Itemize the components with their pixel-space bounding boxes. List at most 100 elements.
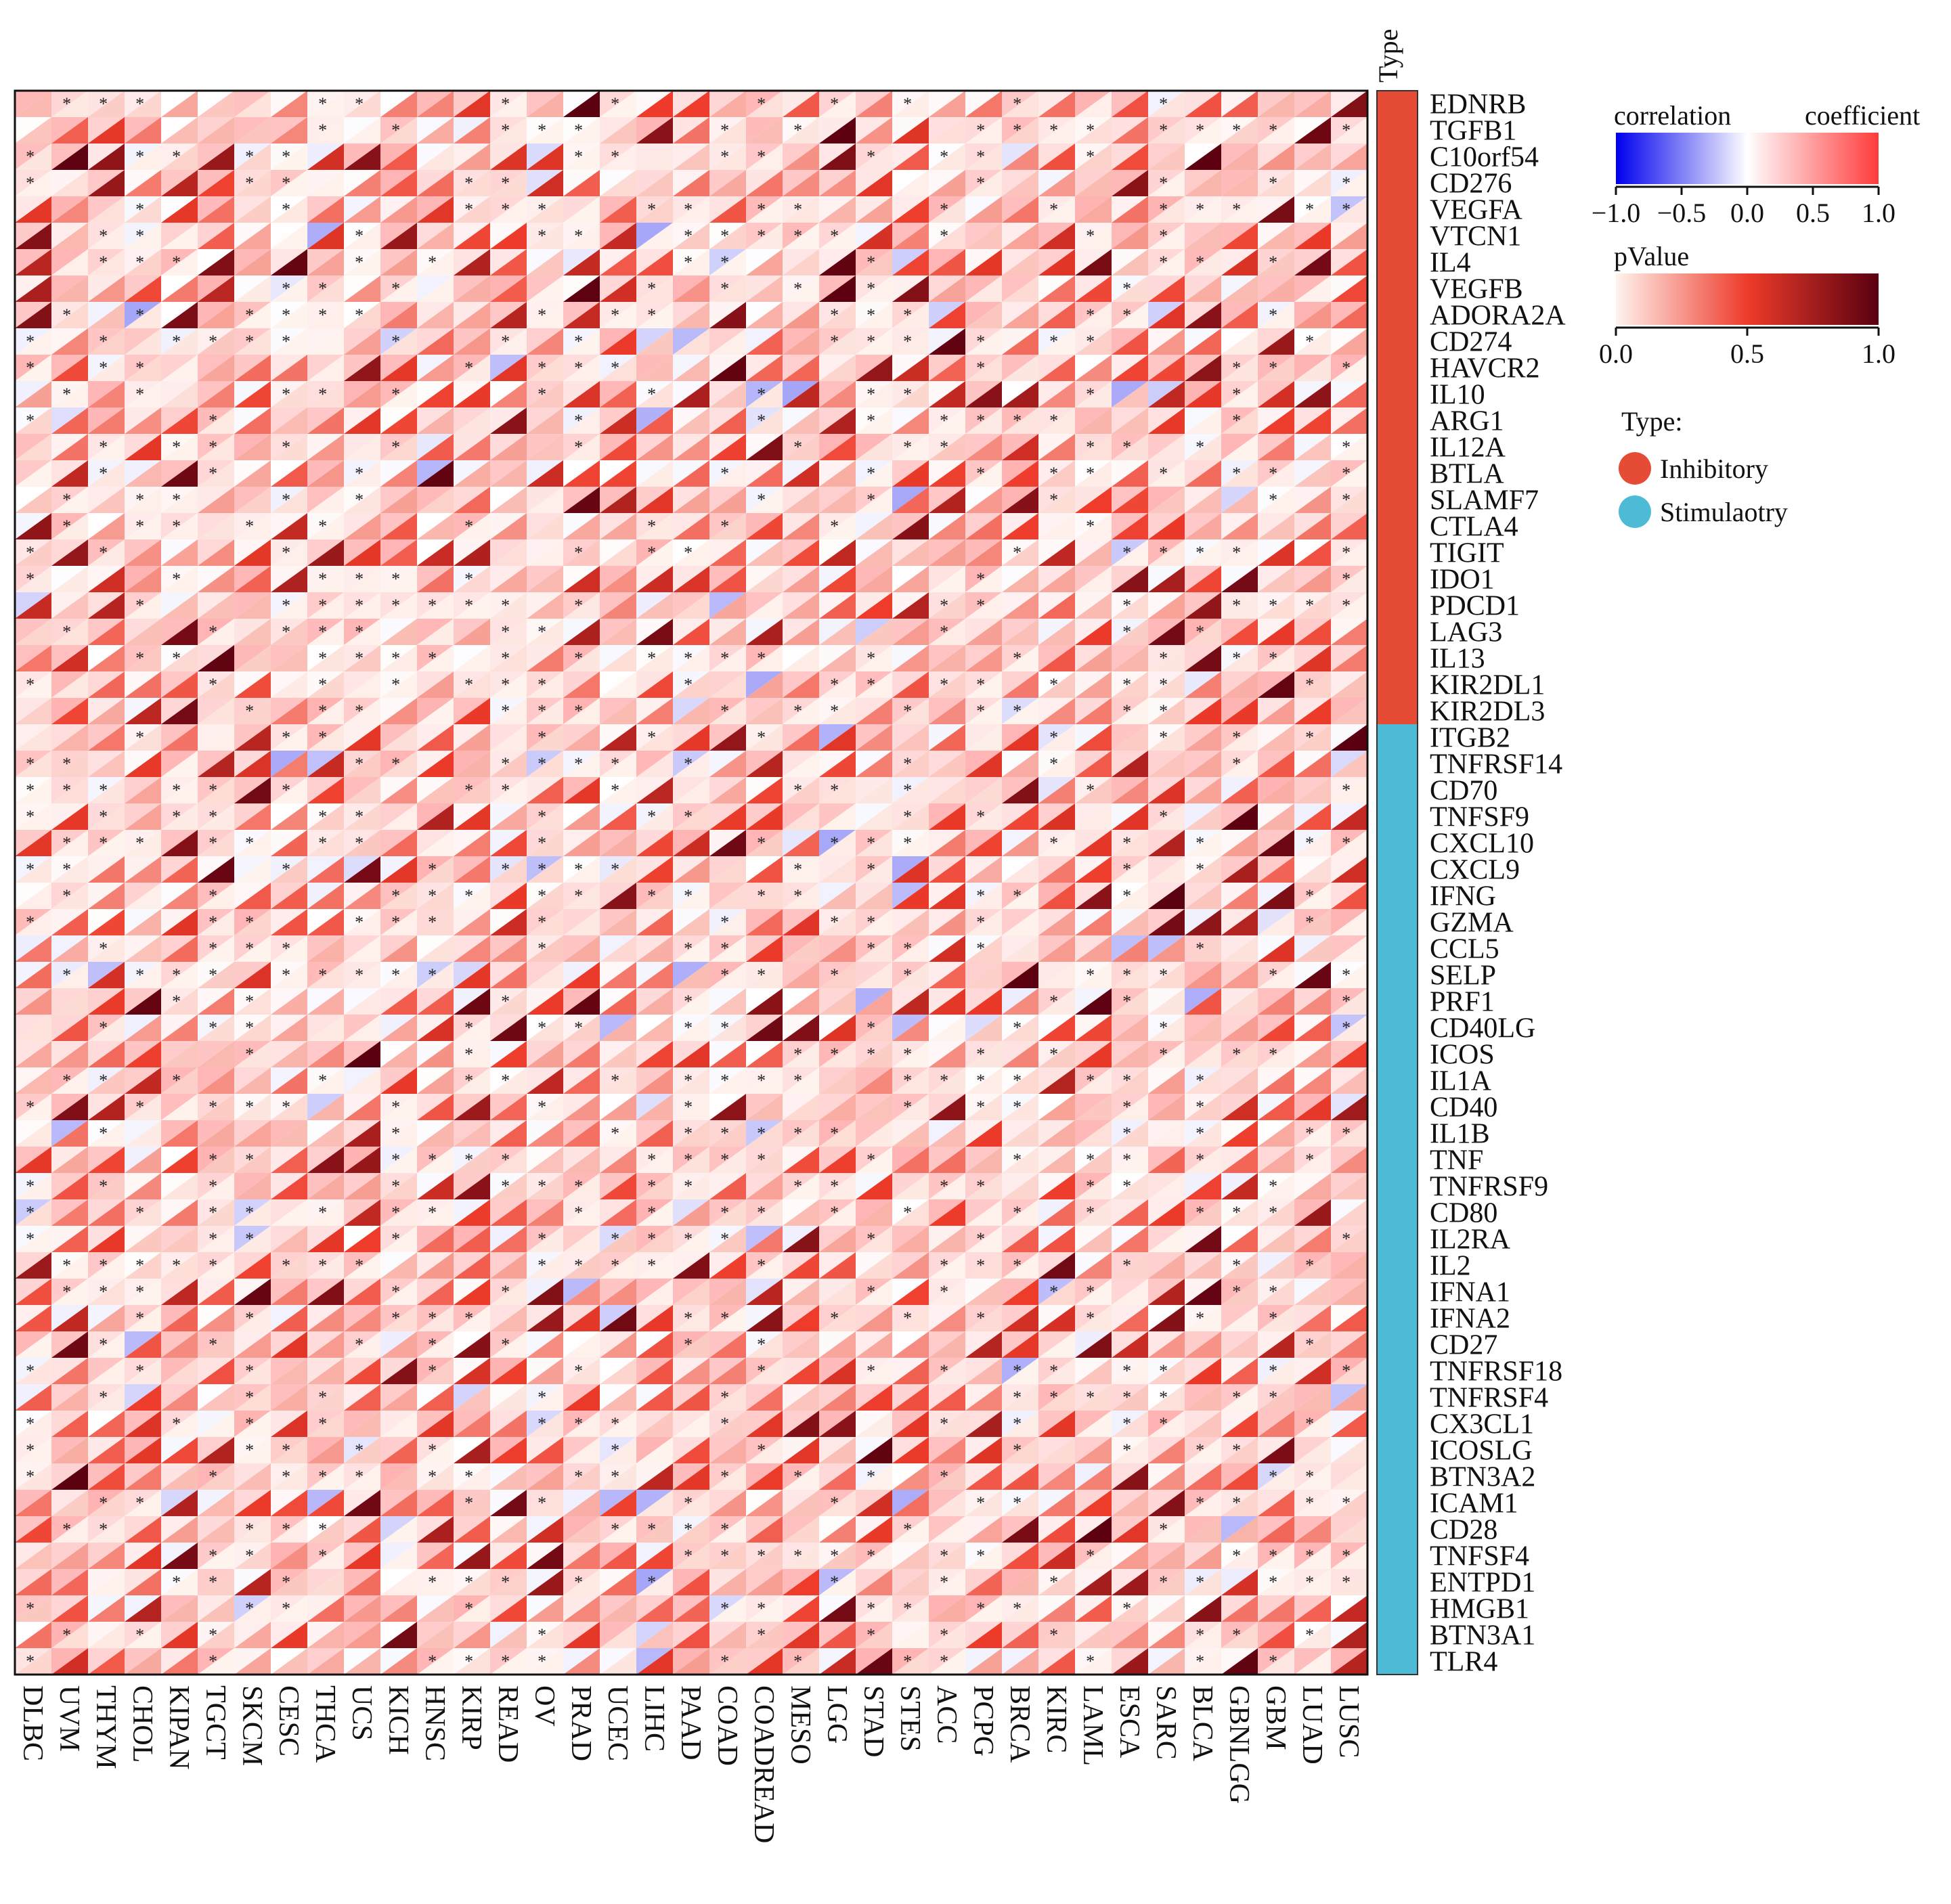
pvalue-triangle <box>1331 117 1367 143</box>
significance-star: * <box>1196 543 1204 562</box>
pvalue-triangle <box>929 196 965 223</box>
pvalue-triangle <box>1331 143 1367 170</box>
significance-star: * <box>391 596 400 615</box>
significance-star: * <box>793 1124 802 1143</box>
pvalue-triangle <box>344 196 380 223</box>
heatmap-cell <box>1185 962 1221 988</box>
significance-star: * <box>391 384 400 404</box>
pvalue-triangle <box>819 117 856 143</box>
heatmap-cell: * <box>161 249 198 275</box>
significance-star: * <box>1269 596 1277 615</box>
heatmap-cell <box>636 249 673 275</box>
heatmap-cell <box>454 249 490 275</box>
heatmap-cell: * <box>1038 117 1075 143</box>
heatmap-cell: * <box>746 196 783 223</box>
heatmap-cell: * <box>380 117 417 143</box>
heatmap-cell <box>1075 935 1112 962</box>
heatmap-cell <box>51 698 88 724</box>
heatmap-cell <box>417 988 454 1015</box>
significance-star: * <box>757 490 766 510</box>
significance-star: * <box>793 701 802 721</box>
pvalue-triangle <box>1038 170 1075 196</box>
heatmap-cell <box>783 830 819 856</box>
pvalue-triangle <box>1038 91 1075 117</box>
significance-star: * <box>318 701 327 721</box>
significance-star: * <box>976 1044 985 1064</box>
significance-star: * <box>1159 120 1168 140</box>
significance-star: * <box>135 358 144 378</box>
heatmap-cell: * <box>1331 539 1367 566</box>
heatmap-cell: * <box>198 1094 234 1120</box>
significance-star: * <box>391 1097 400 1117</box>
heatmap-cell <box>271 1015 307 1041</box>
heatmap-cell: * <box>1294 1120 1331 1147</box>
heatmap-cell <box>1002 355 1038 381</box>
pvalue-triangle <box>1258 223 1294 249</box>
heatmap-cell: * <box>1112 302 1148 328</box>
pvalue-triangle <box>380 249 417 275</box>
heatmap-cell <box>1185 671 1221 698</box>
heatmap-cell <box>15 434 51 460</box>
heatmap-cell <box>1185 355 1221 381</box>
significance-star: * <box>245 1018 254 1038</box>
significance-star: * <box>464 358 473 378</box>
heatmap-cell <box>88 698 125 724</box>
heatmap-cell <box>1002 671 1038 698</box>
heatmap-cell <box>1002 1120 1038 1147</box>
heatmap-cell: * <box>1185 434 1221 460</box>
significance-star: * <box>464 596 473 615</box>
heatmap-cell: * <box>1221 117 1258 143</box>
heatmap-cell <box>1185 803 1221 830</box>
pvalue-triangle <box>1075 117 1112 143</box>
heatmap-cell <box>417 407 454 434</box>
significance-star: * <box>62 516 71 536</box>
significance-star: * <box>135 833 144 853</box>
heatmap-cell: * <box>51 381 88 407</box>
heatmap-cell: * <box>88 91 125 117</box>
heatmap-cell <box>709 671 746 698</box>
heatmap-cell <box>1331 223 1367 249</box>
heatmap-cell: * <box>234 170 271 196</box>
heatmap-cell <box>1331 1041 1367 1067</box>
heatmap-cell <box>636 566 673 592</box>
heatmap-cell: * <box>125 645 161 671</box>
heatmap-cell <box>1075 619 1112 645</box>
heatmap-cell <box>1075 275 1112 302</box>
heatmap-cell: * <box>417 645 454 671</box>
significance-star: * <box>903 384 912 404</box>
pvalue-triangle <box>271 196 307 223</box>
heatmap-cell <box>88 513 125 539</box>
heatmap-cell: * <box>1185 249 1221 275</box>
significance-star: * <box>1196 622 1204 642</box>
heatmap-cell <box>234 645 271 671</box>
heatmap-cell: * <box>709 645 746 671</box>
heatmap-cell <box>563 1067 600 1094</box>
heatmap-cell: * <box>856 645 892 671</box>
heatmap-cell: * <box>1002 883 1038 909</box>
heatmap-cell <box>1002 803 1038 830</box>
heatmap-cell: * <box>965 460 1002 487</box>
heatmap-cell <box>673 328 709 355</box>
heatmap-cell <box>344 355 380 381</box>
significance-star: * <box>903 780 912 800</box>
significance-star: * <box>428 596 437 615</box>
heatmap-cell: * <box>563 883 600 909</box>
heatmap-cell: * <box>198 777 234 803</box>
heatmap-cell: * <box>527 355 563 381</box>
significance-star: * <box>1269 358 1277 378</box>
heatmap-cell <box>1331 935 1367 962</box>
heatmap-cell <box>929 1041 965 1067</box>
heatmap-cell <box>819 988 856 1015</box>
heatmap-cell <box>746 328 783 355</box>
heatmap-cell <box>234 460 271 487</box>
heatmap-cell <box>88 724 125 751</box>
significance-star: * <box>135 965 144 985</box>
significance-star: * <box>976 939 985 958</box>
significance-star: * <box>318 305 327 325</box>
heatmap-cell <box>234 487 271 513</box>
heatmap-cell <box>673 856 709 883</box>
heatmap-cell: * <box>673 883 709 909</box>
heatmap-cell: * <box>344 566 380 592</box>
heatmap-cell <box>271 355 307 381</box>
heatmap-cell <box>380 460 417 487</box>
